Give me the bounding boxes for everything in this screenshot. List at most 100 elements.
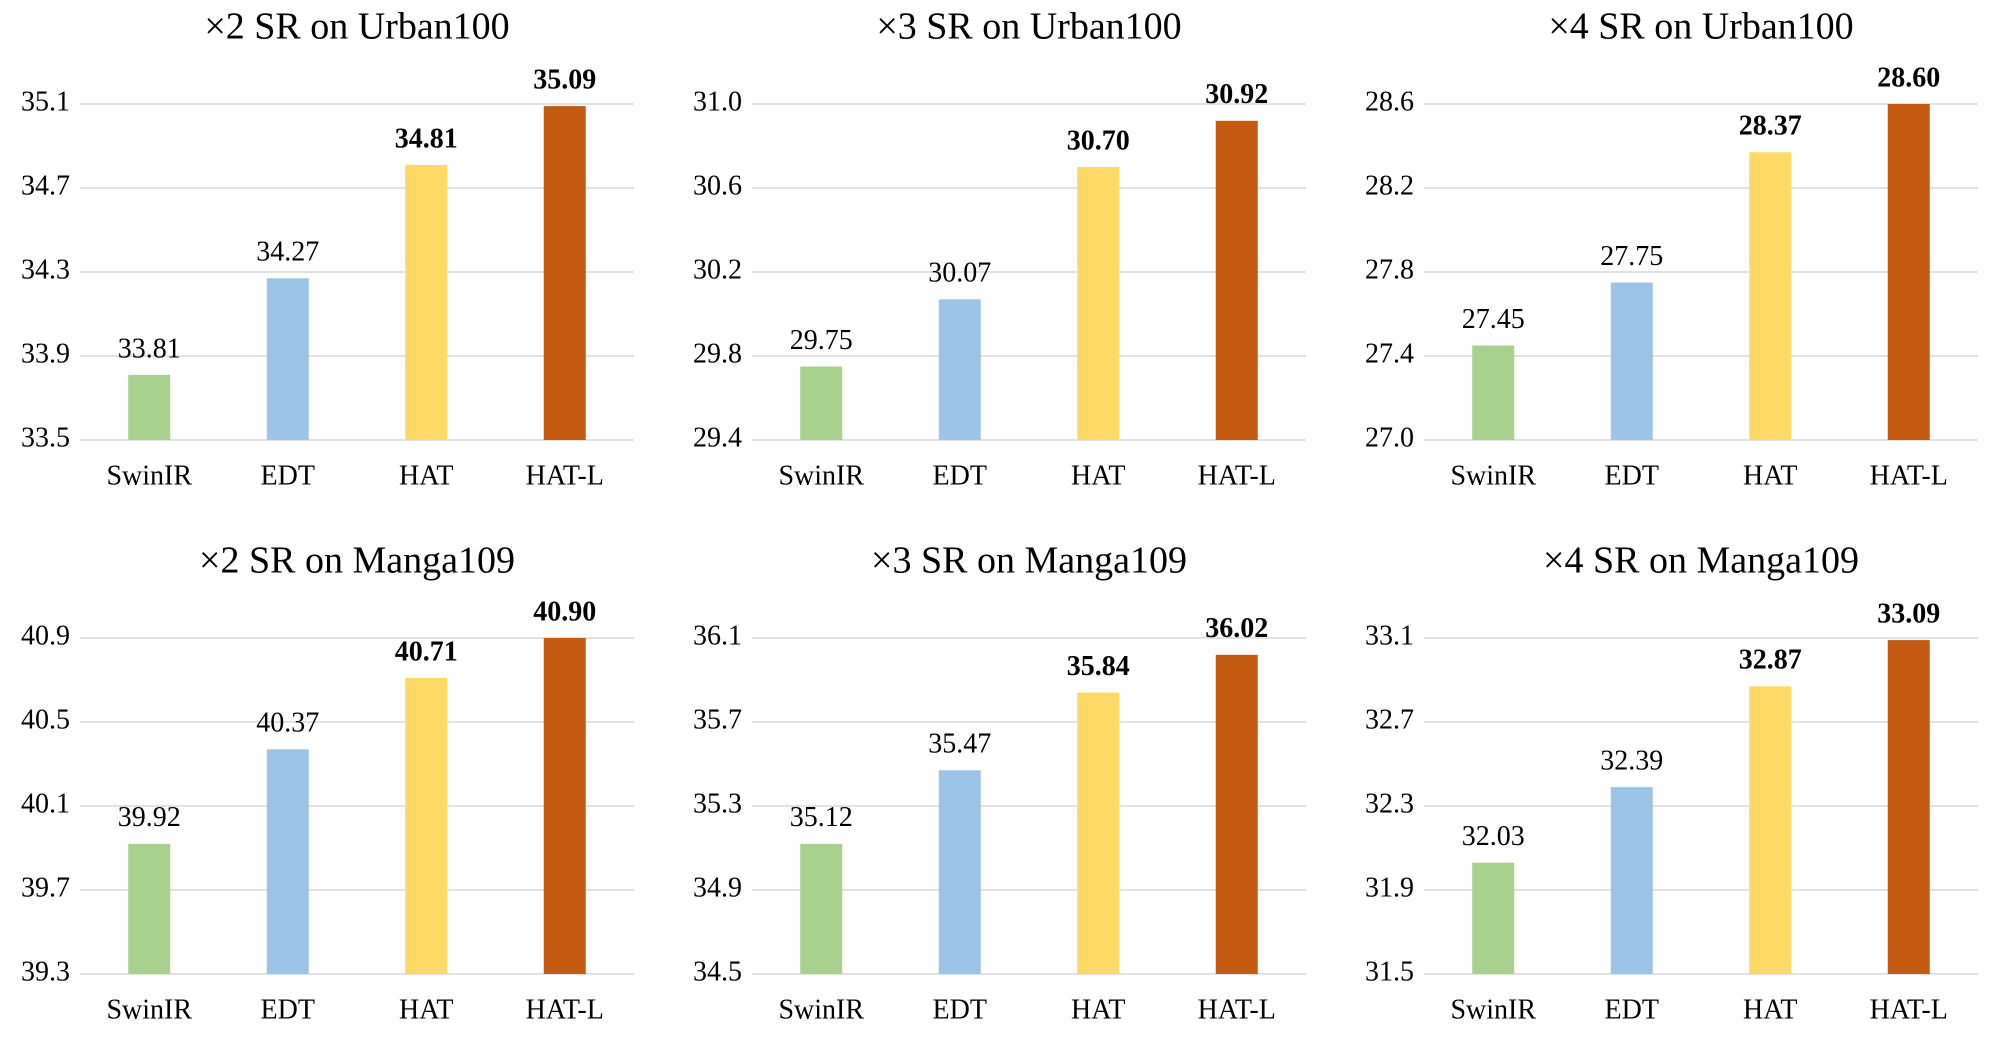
x-tick-label: HAT	[399, 460, 453, 491]
y-tick-label: 35.3	[693, 788, 742, 819]
bar	[800, 366, 843, 440]
y-tick-label: 36.1	[693, 620, 742, 651]
y-tick-label: 29.8	[693, 338, 742, 369]
x-tick-label: HAT	[1071, 994, 1125, 1025]
x-tick-label: EDT	[933, 994, 987, 1025]
value-label: 39.92	[118, 802, 181, 833]
y-tick-label: 34.3	[21, 254, 70, 285]
value-label: 35.09	[533, 65, 596, 96]
y-tick-label: 31.9	[1365, 872, 1414, 903]
x-tick-label: SwinIR	[778, 460, 864, 491]
x-tick-label: HAT-L	[1870, 994, 1948, 1025]
x-tick-label: EDT	[261, 460, 315, 491]
bar	[266, 278, 309, 440]
x-tick-label: HAT-L	[526, 994, 604, 1025]
value-label: 32.39	[1600, 746, 1663, 777]
value-label: 27.75	[1600, 241, 1663, 272]
y-tick-label: 40.1	[21, 788, 70, 819]
bar	[405, 164, 448, 440]
x-tick-label: HAT	[1743, 460, 1797, 491]
y-tick-label: 40.5	[21, 704, 70, 735]
bar	[938, 299, 981, 440]
x-tick-label: EDT	[933, 460, 987, 491]
y-tick-label: 28.2	[1365, 170, 1414, 201]
y-tick-label: 28.6	[1365, 86, 1414, 117]
x-tick-label: SwinIR	[106, 994, 192, 1025]
value-label: 35.47	[928, 729, 991, 760]
x-tick-label: EDT	[1605, 994, 1659, 1025]
value-label: 40.71	[395, 636, 458, 667]
value-label: 32.87	[1739, 645, 1802, 676]
y-tick-label: 30.2	[693, 254, 742, 285]
bar	[1610, 787, 1653, 974]
y-tick-label: 27.0	[1365, 422, 1414, 453]
bar	[543, 106, 586, 440]
x-tick-label: SwinIR	[1450, 994, 1536, 1025]
y-tick-label: 27.8	[1365, 254, 1414, 285]
bar	[1215, 120, 1258, 441]
y-tick-label: 32.3	[1365, 788, 1414, 819]
chart-title: ×3 SR on Manga109	[871, 540, 1187, 582]
y-tick-label: 35.1	[21, 86, 70, 117]
bar	[1215, 654, 1258, 974]
value-label: 32.03	[1462, 821, 1525, 852]
y-tick-label: 40.9	[21, 620, 70, 651]
bar	[405, 677, 448, 974]
y-tick-label: 39.7	[21, 872, 70, 903]
x-tick-label: HAT-L	[1198, 460, 1276, 491]
value-label: 33.81	[118, 333, 181, 364]
value-label: 33.09	[1877, 599, 1940, 630]
y-tick-label: 32.7	[1365, 704, 1414, 735]
value-label: 34.81	[395, 123, 458, 154]
y-tick-label: 33.1	[1365, 620, 1414, 651]
value-label: 40.90	[533, 596, 596, 627]
x-tick-label: HAT-L	[526, 460, 604, 491]
bar	[128, 374, 171, 440]
value-label: 29.75	[790, 325, 853, 356]
y-tick-label: 33.5	[21, 422, 70, 453]
value-label: 28.37	[1739, 111, 1802, 142]
chart-title: ×4 SR on Manga109	[1543, 540, 1859, 582]
bar	[1887, 640, 1930, 974]
x-tick-label: SwinIR	[778, 994, 864, 1025]
bar	[800, 843, 843, 974]
chart-title: ×4 SR on Urban100	[1548, 6, 1853, 48]
bar	[266, 749, 309, 974]
y-tick-label: 39.3	[21, 956, 70, 987]
x-tick-label: HAT	[399, 994, 453, 1025]
y-tick-label: 31.5	[1365, 956, 1414, 987]
y-tick-label: 34.5	[693, 956, 742, 987]
bar	[1749, 686, 1792, 974]
y-tick-label: 30.6	[693, 170, 742, 201]
bar	[1077, 167, 1120, 440]
x-tick-label: HAT-L	[1198, 994, 1276, 1025]
x-tick-label: HAT	[1071, 460, 1125, 491]
y-tick-label: 27.4	[1365, 338, 1414, 369]
x-tick-label: HAT-L	[1870, 460, 1948, 491]
bar	[1887, 104, 1930, 440]
value-label: 30.07	[928, 258, 991, 289]
bar	[938, 770, 981, 974]
bar	[1077, 692, 1120, 974]
value-label: 30.92	[1205, 79, 1268, 110]
x-tick-label: SwinIR	[106, 460, 192, 491]
bar	[1472, 862, 1515, 974]
bar	[543, 638, 586, 974]
x-tick-label: EDT	[261, 994, 315, 1025]
bar	[128, 843, 171, 974]
value-label: 35.84	[1067, 651, 1130, 682]
chart-title: ×3 SR on Urban100	[876, 6, 1181, 48]
y-tick-label: 34.9	[693, 872, 742, 903]
value-label: 27.45	[1462, 304, 1525, 335]
y-tick-label: 34.7	[21, 170, 70, 201]
value-label: 35.12	[790, 802, 853, 833]
value-label: 40.37	[256, 708, 319, 739]
y-tick-label: 35.7	[693, 704, 742, 735]
x-tick-label: EDT	[1605, 460, 1659, 491]
chart-title: ×2 SR on Manga109	[199, 540, 515, 582]
value-label: 30.70	[1067, 125, 1130, 156]
bar	[1610, 282, 1653, 440]
value-label: 36.02	[1205, 613, 1268, 644]
bar	[1749, 152, 1792, 441]
